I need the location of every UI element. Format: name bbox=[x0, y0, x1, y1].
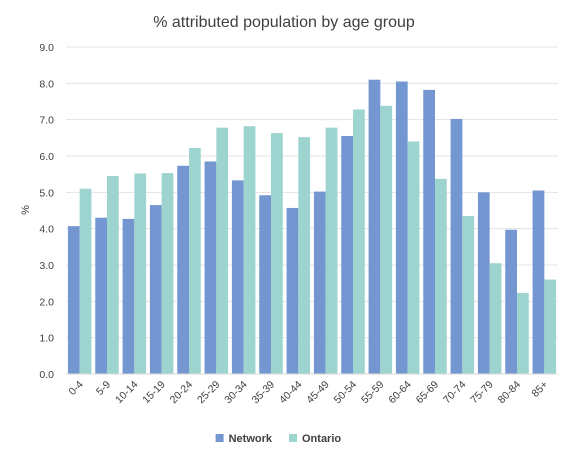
x-tick-label: 30-34 bbox=[222, 379, 250, 407]
legend: Network Ontario bbox=[215, 433, 341, 445]
bar-network-70-74 bbox=[450, 118, 463, 374]
y-tick-label: 5.0 bbox=[39, 187, 54, 199]
x-tick-label: 20-24 bbox=[168, 379, 196, 407]
bar-ontario-50-54 bbox=[353, 109, 365, 374]
bar-network-80-84 bbox=[505, 229, 517, 374]
y-tick-label: 1.0 bbox=[39, 333, 54, 345]
x-tick-label: 25-29 bbox=[195, 379, 223, 407]
bar-ontario-10-14 bbox=[134, 173, 147, 374]
chart-title: % attributed population by age group bbox=[153, 14, 415, 31]
bar-network-65-69 bbox=[423, 89, 435, 374]
x-tick-label: 5-9 bbox=[94, 379, 113, 398]
x-tick-label: 50-54 bbox=[332, 379, 360, 407]
x-tick-label: 40-44 bbox=[277, 379, 305, 407]
bar-ontario-15-19 bbox=[161, 173, 174, 374]
bar-network-10-14 bbox=[122, 218, 135, 374]
bar-network-35-39 bbox=[259, 195, 271, 374]
y-axis-title: % bbox=[20, 205, 32, 215]
x-tick-label: 15-19 bbox=[140, 379, 168, 407]
y-tick-label: 6.0 bbox=[39, 151, 54, 163]
y-tick-label: 4.0 bbox=[39, 224, 54, 236]
legend-swatch-network bbox=[215, 434, 224, 442]
x-tick-label: 85+ bbox=[529, 379, 550, 400]
bar-network-0-4 bbox=[67, 226, 80, 374]
bar-ontario-45-49 bbox=[325, 127, 338, 374]
x-tick-label: 80-84 bbox=[496, 379, 524, 407]
bar-ontario-25-29 bbox=[216, 127, 229, 374]
bar-ontario-40-44 bbox=[298, 137, 311, 374]
bar-network-45-49 bbox=[313, 191, 326, 374]
bar-network-15-19 bbox=[149, 205, 162, 374]
bar-ontario-5-9 bbox=[107, 175, 119, 374]
bar-network-25-29 bbox=[204, 161, 217, 374]
bar-network-60-64 bbox=[395, 81, 408, 375]
x-tick-label: 75-79 bbox=[468, 379, 496, 407]
legend-label-ontario: Ontario bbox=[302, 433, 341, 445]
x-tick-label: 0-4 bbox=[67, 379, 86, 398]
legend-swatch-ontario bbox=[289, 434, 297, 442]
bar-network-5-9 bbox=[95, 217, 107, 374]
bar-network-55-59 bbox=[368, 79, 381, 374]
bars bbox=[67, 79, 557, 375]
x-tick-label: 45-49 bbox=[304, 379, 332, 407]
y-tick-label: 7.0 bbox=[39, 115, 54, 127]
x-tick-label: 55-59 bbox=[359, 379, 387, 407]
x-tick-label: 65-69 bbox=[414, 379, 442, 407]
bar-ontario-75-79 bbox=[489, 263, 502, 374]
x-axis-ticks: 0-4 5-9 10-14 15-19 20-24 25-29 30-34 35-39 40-4… bbox=[67, 379, 551, 407]
bar-network-20-24 bbox=[177, 165, 189, 374]
bar-ontario-35-39 bbox=[271, 133, 283, 374]
y-tick-label: 0.0 bbox=[39, 369, 54, 381]
y-tick-label: 8.0 bbox=[39, 78, 54, 90]
y-axis-ticks: 0.0 1.0 2.0 3.0 4.0 5.0 6.0 7.0 8.0 9.0 bbox=[39, 42, 54, 381]
bar-ontario-55-59 bbox=[380, 105, 393, 375]
bar-network-40-44 bbox=[286, 207, 299, 374]
bar-network-30-34 bbox=[231, 180, 244, 374]
x-tick-label: 60-64 bbox=[386, 379, 414, 407]
x-tick-label: 10-14 bbox=[113, 379, 141, 407]
x-tick-label: 35-39 bbox=[250, 379, 278, 407]
bar-ontario-65-69 bbox=[435, 178, 447, 374]
legend-label-network: Network bbox=[229, 433, 273, 445]
bar-ontario-20-24 bbox=[189, 148, 201, 374]
y-tick-label: 2.0 bbox=[39, 296, 54, 308]
gridlines bbox=[66, 46, 558, 339]
bar-ontario-30-34 bbox=[243, 126, 256, 374]
bar-network-75-79 bbox=[477, 192, 490, 374]
bar-ontario-70-74 bbox=[462, 215, 475, 374]
bar-network-50-54 bbox=[341, 136, 353, 374]
bar-ontario-80-84 bbox=[517, 292, 529, 374]
bar-ontario-0-4 bbox=[79, 188, 92, 374]
y-tick-label: 3.0 bbox=[39, 260, 54, 272]
bar-ontario-60-64 bbox=[407, 141, 420, 374]
x-tick-label: 70-74 bbox=[441, 379, 469, 407]
bar-ontario-85+ bbox=[544, 279, 557, 374]
y-tick-label: 9.0 bbox=[39, 42, 54, 54]
bar-network-85+ bbox=[532, 190, 545, 374]
